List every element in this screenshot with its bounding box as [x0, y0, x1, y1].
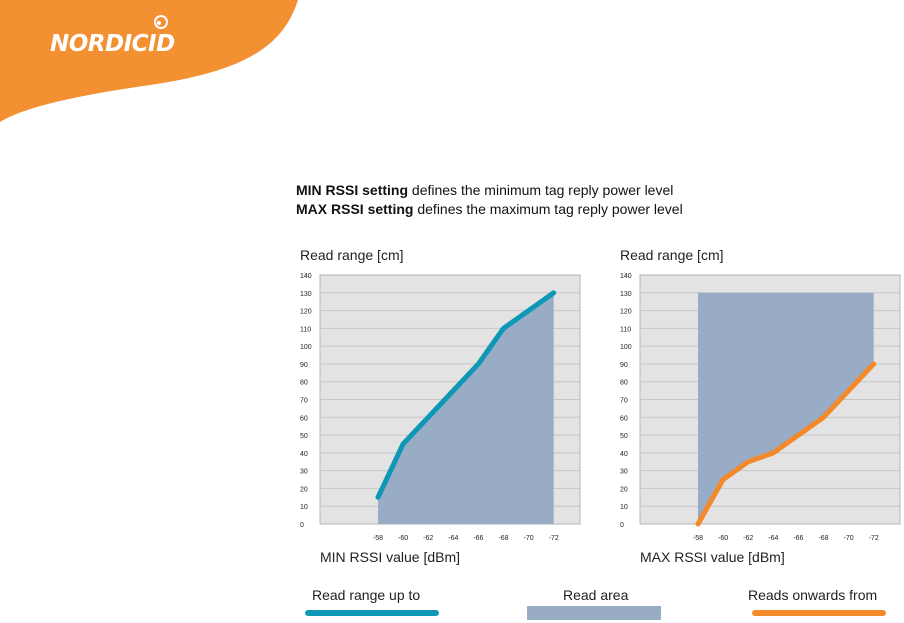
max-rssi-x-axis-title: MAX RSSI value [dBm]	[640, 549, 785, 565]
min-rssi-y-tick-label: 100	[300, 344, 312, 351]
max-rssi-y-tick-label: 70	[620, 398, 628, 405]
min-rssi-y-tick-label: 30	[300, 469, 308, 476]
min-rssi-x-axis-title: MIN RSSI value [dBm]	[320, 549, 460, 565]
max-rssi-x-tick-label: -70	[844, 535, 854, 542]
min-rssi-data-point	[503, 327, 504, 329]
chart-min-rssi: 0 10 20 30 40 50 60 70 80 90 100 110 120 130 140 -58 -60…	[290, 240, 590, 575]
max-rssi-y-tick-label: 0	[620, 522, 624, 529]
max-rssi-x-tick-label: -58	[693, 535, 703, 542]
chart-max-rssi-svg: 0 10 20 30 40 50 60 70 80 90 100 110 120 130 140 -58 -60…	[620, 247, 901, 565]
max-rssi-y-tick-label: 100	[620, 344, 632, 351]
max-rssi-data-point	[797, 434, 799, 436]
legend-read-area-label: Read area	[563, 587, 629, 603]
max-rssi-y-tick-label: 140	[620, 273, 632, 280]
min-rssi-data-point	[452, 390, 454, 392]
legend-read-range-swatch	[305, 610, 439, 616]
max-rssi-x-tick-label: -60	[718, 535, 728, 542]
max-rssi-x-tick-label: -62	[743, 535, 753, 542]
max-rssi-data-point	[697, 523, 699, 525]
min-rssi-data-point	[477, 363, 479, 365]
min-rssi-x-tick-label: -62	[423, 535, 433, 542]
min-rssi-y-tick-label: 130	[300, 291, 312, 298]
min-rssi-series-line	[375, 290, 557, 500]
min-rssi-y-tick-label: 80	[300, 380, 308, 387]
intro-min-rest: defines the minimum tag reply power leve…	[408, 182, 674, 198]
logo-text: NORDICID	[50, 31, 175, 57]
min-rssi-y-tick-label: 50	[300, 433, 308, 440]
max-rssi-data-point	[722, 479, 724, 481]
max-rssi-y-tick-label: 50	[620, 433, 628, 440]
intro-max-bold: MAX RSSI setting	[296, 201, 414, 217]
brand-corner-shape	[0, 0, 298, 122]
max-rssi-data-point	[848, 390, 850, 392]
min-rssi-y-tick-label: 70	[300, 398, 308, 405]
min-rssi-read-area	[378, 292, 554, 524]
max-rssi-y-axis-title: Read range [cm]	[620, 247, 724, 263]
max-rssi-y-tick-label: 20	[620, 486, 628, 493]
max-rssi-y-tick-label: 130	[620, 291, 632, 298]
intro-line-min: MIN RSSI setting defines the minimum tag…	[296, 182, 673, 198]
max-rssi-x-tick-label: -72	[869, 535, 879, 542]
chart-max-rssi: 0 10 20 30 40 50 60 70 80 90 100 110 120 130 140 -58 -60…	[610, 240, 904, 575]
min-rssi-y-tick-label: 90	[300, 362, 308, 369]
min-rssi-data-point	[402, 443, 404, 445]
min-rssi-x-tick-label: -60	[398, 535, 408, 542]
max-rssi-y-tick-label: 10	[620, 504, 628, 511]
min-rssi-x-tick-label: -68	[498, 535, 508, 542]
min-rssi-x-tick-label: -70	[524, 535, 534, 542]
min-rssi-data-point	[553, 292, 555, 294]
logo-swoosh-icon	[154, 15, 168, 29]
intro-line-max: MAX RSSI setting defines the maximum tag…	[296, 201, 683, 217]
min-rssi-y-tick-label: 140	[300, 273, 312, 280]
max-rssi-y-tick-label: 30	[620, 469, 628, 476]
legend-read-range-label: Read range up to	[312, 587, 421, 603]
min-rssi-data-point	[427, 416, 429, 418]
max-rssi-y-tick-label: 110	[620, 326, 631, 333]
max-rssi-y-tick-label: 60	[620, 415, 628, 422]
max-rssi-data-point	[772, 452, 774, 454]
chart-min-rssi-svg: 0 10 20 30 40 50 60 70 80 90 100 110 120 130 140 -58 -60…	[300, 247, 581, 565]
max-rssi-series-line	[695, 361, 877, 527]
intro-max-rest: defines the maximum tag reply power leve…	[413, 201, 683, 217]
min-rssi-y-tick-label: 110	[300, 326, 311, 333]
min-rssi-y-tick-label: 40	[300, 451, 308, 458]
min-rssi-y-tick-label: 20	[300, 486, 308, 493]
min-rssi-y-tick-label: 10	[300, 504, 308, 511]
max-rssi-y-tick-label: 80	[620, 380, 628, 387]
min-rssi-data-point	[528, 310, 530, 312]
max-rssi-x-tick-label: -66	[793, 535, 803, 542]
legend-reads-onwards-label: Reads onwards from	[748, 587, 878, 603]
max-rssi-y-tick-label: 120	[620, 309, 632, 316]
max-rssi-x-tick-label: -68	[818, 535, 828, 542]
max-rssi-data-point	[823, 416, 824, 418]
min-rssi-x-tick-label: -66	[473, 535, 483, 542]
max-rssi-y-tick-label: 90	[620, 362, 628, 369]
max-rssi-x-tick-label: -64	[768, 535, 778, 542]
intro-min-bold: MIN RSSI setting	[296, 182, 409, 198]
min-rssi-y-tick-label: 0	[300, 522, 304, 529]
max-rssi-y-tick-label: 40	[620, 451, 628, 458]
min-rssi-data-point	[377, 496, 379, 498]
nordicid-logo: NORDICID	[50, 31, 175, 57]
max-rssi-data-point	[747, 461, 749, 463]
min-rssi-y-axis-title: Read range [cm]	[300, 247, 404, 263]
min-rssi-x-tick-label: -72	[549, 535, 559, 542]
min-rssi-x-tick-label: -64	[448, 535, 458, 542]
min-rssi-y-tick-label: 60	[300, 415, 308, 422]
legend-read-area-swatch	[527, 606, 661, 620]
legend-reads-onwards-swatch	[752, 610, 886, 616]
min-rssi-x-tick-label: -58	[373, 535, 383, 542]
max-rssi-data-point	[873, 363, 875, 365]
min-rssi-y-tick-label: 120	[300, 309, 312, 316]
